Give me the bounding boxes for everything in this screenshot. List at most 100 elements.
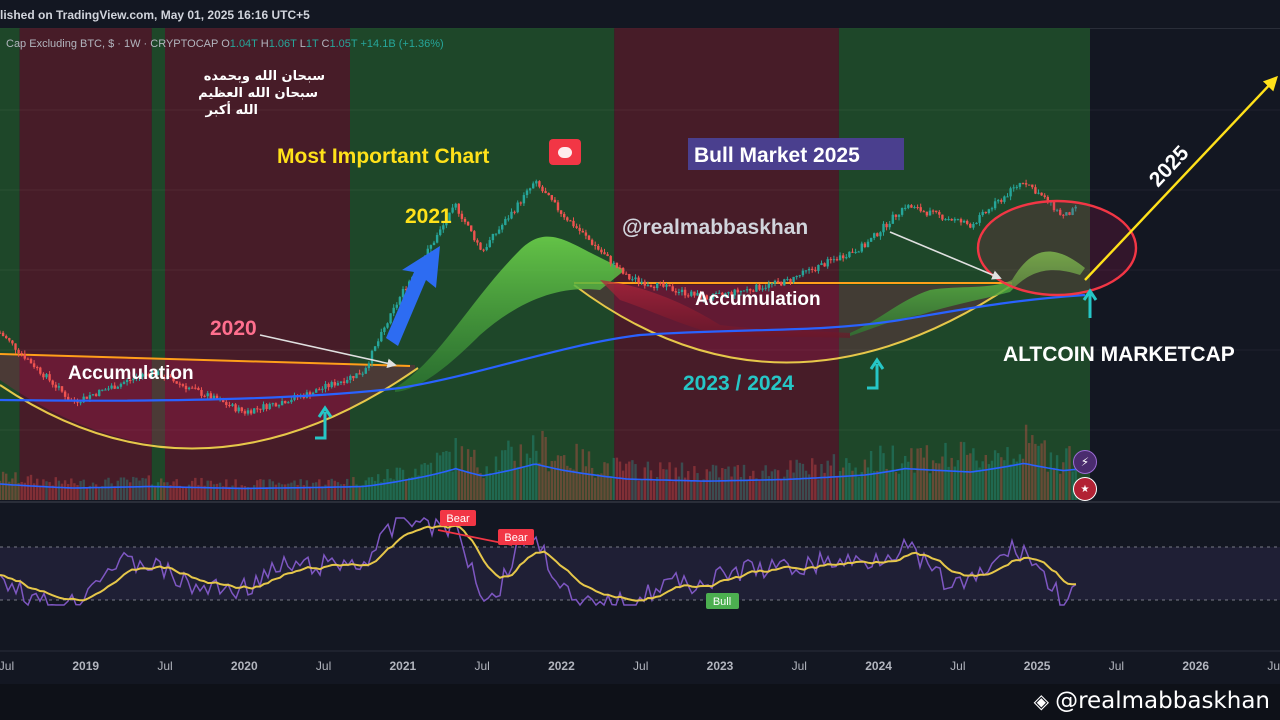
candle-body	[463, 218, 467, 222]
volume-bar	[253, 485, 256, 500]
volume-bar	[845, 458, 848, 500]
candle-body	[900, 208, 904, 215]
volume-bar	[727, 466, 730, 500]
candle-body	[885, 223, 888, 228]
x-tick-label: Jul	[633, 659, 648, 673]
candle-body	[398, 297, 402, 305]
candle-body	[191, 387, 194, 389]
candle-body	[243, 411, 247, 414]
volume-bar	[460, 446, 464, 500]
volume-bar	[556, 455, 560, 500]
watermark: ◈ @realmabbaskhan	[1034, 684, 1270, 718]
volume-bar	[26, 476, 30, 500]
candle-body	[677, 292, 681, 294]
volume-bar	[966, 454, 969, 500]
candle-body	[110, 385, 113, 389]
volume-bar	[5, 473, 8, 500]
candle-body	[1024, 183, 1028, 185]
volume-bar	[553, 460, 557, 500]
volume-bar	[119, 477, 123, 500]
rsi-line	[0, 516, 1077, 607]
candle-body	[842, 255, 845, 259]
volume-bar	[11, 478, 14, 500]
volume-bar	[222, 486, 225, 500]
volume-bar	[138, 480, 141, 500]
volume-bar	[535, 450, 538, 500]
candle-body	[23, 354, 26, 359]
volume-bar	[135, 477, 138, 500]
candle-body	[776, 280, 780, 282]
candle-body	[854, 251, 857, 253]
volume-bar	[324, 484, 327, 500]
candle-body	[541, 186, 544, 192]
candle-body	[944, 219, 947, 221]
volume-bar	[1, 471, 5, 500]
candle-body	[60, 386, 64, 392]
lightning-icon[interactable]: ⚡	[1073, 450, 1097, 474]
candle-body	[504, 219, 507, 225]
candle-body	[1059, 209, 1062, 215]
candle-body	[14, 343, 17, 350]
highlight-circle-2025	[976, 199, 1138, 297]
candle-body	[129, 380, 132, 382]
candle-body	[231, 404, 234, 406]
candle-body	[237, 407, 240, 412]
candle-body	[913, 207, 916, 209]
candle-body	[277, 405, 281, 407]
volume-bar	[98, 487, 101, 500]
candle-body	[739, 290, 743, 293]
candle-body	[851, 251, 854, 253]
volume-bar	[860, 472, 863, 500]
volume-bar	[70, 478, 73, 500]
candle-body	[104, 389, 107, 391]
candle-body	[315, 389, 318, 393]
volume-bar	[432, 473, 436, 500]
candle-body	[656, 282, 659, 288]
candle-body	[680, 289, 684, 293]
volume-bar	[57, 480, 61, 500]
candle-body	[346, 379, 349, 383]
shaded-period-bull	[0, 28, 20, 500]
x-tick-label: 2020	[231, 659, 258, 673]
volume-bar	[163, 482, 166, 500]
volume-bar	[838, 471, 842, 500]
volume-bar	[525, 453, 529, 500]
candle-body	[392, 307, 395, 314]
volume-bar	[392, 479, 395, 500]
candle-body	[646, 285, 650, 287]
candle-body	[894, 214, 898, 217]
teal-up-arrow-icon	[867, 357, 885, 390]
volume-bar	[1049, 452, 1053, 500]
volume-bar	[228, 486, 231, 500]
candle-body	[262, 404, 265, 410]
candle-body	[755, 284, 758, 292]
volume-bar	[1031, 435, 1034, 500]
volume-bar	[1052, 467, 1056, 500]
candle-body	[519, 202, 522, 204]
rsi-label-bull-bg	[706, 593, 739, 609]
volume-bar	[882, 453, 885, 500]
candle-body	[144, 373, 147, 375]
candle-body	[649, 285, 653, 287]
volume-bar	[305, 480, 309, 500]
volume-bar	[916, 448, 919, 500]
volume-bar	[702, 479, 705, 500]
blue-up-arrow-icon	[386, 246, 440, 346]
volume-bar	[398, 467, 402, 500]
volume-bar	[48, 482, 51, 500]
volume-bar	[265, 487, 268, 500]
volume-bar	[532, 435, 535, 500]
us-flag-icon[interactable]: ★	[1073, 477, 1097, 501]
candle-body	[823, 263, 826, 267]
candle-body	[652, 286, 656, 288]
candle-body	[160, 371, 163, 378]
candle-body	[882, 223, 885, 233]
candle-body	[26, 358, 30, 360]
volume-bar	[1062, 462, 1065, 500]
volume-bar	[355, 484, 358, 500]
volume-bar	[435, 452, 439, 500]
volume-bar	[739, 476, 743, 500]
candle-body	[590, 239, 594, 245]
candle-body	[975, 222, 978, 224]
candle-body	[826, 259, 829, 267]
